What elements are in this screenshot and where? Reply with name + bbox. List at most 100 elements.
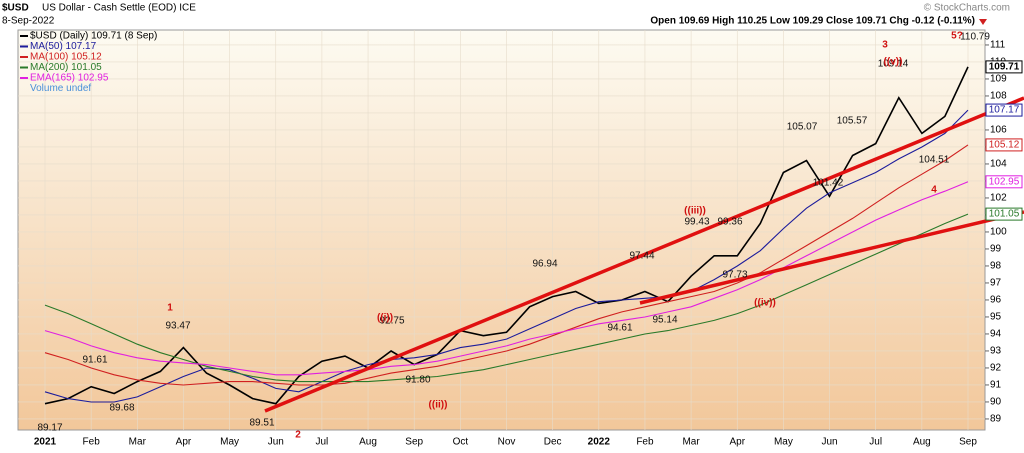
y-tick-label: 89 — [990, 414, 1002, 425]
price-label: 110.79 — [960, 32, 990, 43]
y-tick-label: 102 — [990, 193, 1007, 204]
y-tick-label: 95 — [990, 312, 1002, 323]
average-line — [44, 109, 969, 403]
value-tag: 101.05 — [989, 209, 1020, 220]
price-label: 105.57 — [837, 116, 868, 127]
y-tick-label: 111 — [990, 40, 1006, 51]
x-tick-label: Apr — [176, 437, 192, 448]
price-label: 97.73 — [722, 270, 747, 281]
x-tick-label: Mar — [129, 437, 147, 448]
y-tick-label: 93 — [990, 346, 1002, 357]
legend: $USD (Daily) 109.71 (8 Sep)MA(50) 107.17… — [20, 31, 157, 94]
y-tick-label: 90 — [990, 397, 1002, 408]
wave-label: 2 — [295, 430, 301, 441]
price-label: 93.47 — [165, 321, 190, 332]
price-label: 101.42 — [813, 178, 844, 189]
price-label: 91.80 — [405, 375, 430, 386]
series-lines — [44, 66, 969, 405]
average-line — [44, 144, 969, 386]
value-tag-box — [985, 207, 1023, 221]
y-tick-label: 98 — [990, 261, 1002, 272]
legend-entry: MA(50) 107.17 — [30, 41, 97, 52]
plot-area — [17, 29, 986, 431]
price-label: 89.51 — [249, 418, 274, 429]
price-label: 105.07 — [787, 122, 818, 133]
wave-label: ((v)) — [884, 57, 903, 68]
x-tick-label: Jun — [268, 437, 284, 448]
legend-entry: MA(200) 101.05 — [30, 62, 102, 73]
x-tick-label: Mar — [682, 437, 700, 448]
price-label: 94.61 — [607, 323, 632, 334]
price-label: 109.14 — [878, 59, 909, 70]
wave-label: 1 — [167, 303, 173, 314]
x-tick-label: Feb — [83, 437, 101, 448]
x-tick-label: 2022 — [588, 437, 611, 448]
wave-label: 4 — [931, 185, 937, 196]
legend-entry: MA(100) 105.12 — [30, 52, 102, 63]
legend-entry: Volume undef — [30, 83, 91, 94]
value-tags: 109.71 107.17 105.12 101.05 102.95 — [985, 60, 1023, 221]
price-label: 92.75 — [379, 316, 404, 327]
price-label: 97.44 — [629, 251, 654, 262]
average-line — [44, 181, 969, 376]
y-tick-label: 94 — [990, 329, 1002, 340]
x-tick-label: Nov — [498, 437, 516, 448]
trend-line — [639, 210, 1024, 305]
wave-label: 5? — [951, 31, 963, 42]
x-tick-label: Sep — [959, 437, 977, 448]
x-tick-label: Jul — [869, 437, 882, 448]
price-label: 99.36 — [717, 217, 742, 228]
x-tick-label: Sep — [405, 437, 423, 448]
price-label: 95.14 — [652, 315, 677, 326]
value-tag-box — [985, 103, 1023, 117]
change-arrow — [979, 19, 987, 25]
price-label: 89.68 — [109, 403, 134, 414]
watermark: © StockCharts.com — [924, 3, 1010, 14]
price-label: 104.51 — [919, 155, 950, 166]
value-tag: 102.95 — [989, 176, 1020, 187]
y-tick-label: 106 — [990, 125, 1007, 136]
value-tag: 105.12 — [989, 140, 1020, 151]
legend-entry: $USD (Daily) 109.71 (8 Sep) — [30, 31, 157, 42]
value-tag-box — [985, 175, 1023, 189]
y-tick-label: 91 — [990, 380, 1002, 391]
chart-title: US Dollar - Cash Settle (EOD) ICE — [42, 3, 196, 14]
y-tick-label: 96 — [990, 295, 1002, 306]
price-label: 96.94 — [532, 259, 557, 270]
trend-line — [264, 96, 1024, 413]
x-tick-label: 2021 — [34, 437, 57, 448]
value-tag: 109.71 — [989, 62, 1020, 73]
x-tick-label: Apr — [729, 437, 745, 448]
wave-label: 3 — [882, 40, 888, 51]
y-tick-label: 100 — [990, 227, 1007, 238]
annotations: 89.17 91.61 89.68 93.47 89.51 92.75 91.80 96.94… — [37, 31, 990, 441]
chart-date: 8-Sep-2022 — [2, 16, 55, 27]
legend-entry: EMA(165) 102.95 — [30, 73, 109, 84]
x-tick-label: Dec — [544, 437, 562, 448]
y-tick-label: 104 — [990, 159, 1007, 170]
x-tick-label: Aug — [913, 437, 931, 448]
y-tick-label: 92 — [990, 363, 1002, 374]
x-tick-label: Feb — [636, 437, 654, 448]
y-tick-label: 97 — [990, 278, 1002, 289]
wave-label: ((ii)) — [429, 400, 448, 411]
x-tick-label: Oct — [453, 437, 469, 448]
symbol: $USD — [2, 3, 29, 14]
price-label: 99.43 — [684, 217, 709, 228]
quote: Open 109.69 High 110.25 Low 109.29 Close… — [650, 16, 975, 27]
x-tick-label: Aug — [359, 437, 377, 448]
y-tick-label: 109 — [990, 74, 1007, 85]
y-tick-label: 108 — [990, 91, 1007, 102]
value-tag-box — [985, 138, 1023, 152]
wave-label: ((iv)) — [754, 298, 776, 309]
price-label: 91.61 — [82, 355, 107, 366]
wave-label: ((i)) — [377, 313, 393, 324]
x-tick-label: Jun — [821, 437, 837, 448]
x-tick-label: May — [220, 437, 239, 448]
y-tick-label: 99 — [990, 244, 1002, 255]
price-label: 89.17 — [37, 423, 62, 434]
value-tag-box — [985, 60, 1023, 74]
wave-label: ((iii)) — [684, 206, 706, 217]
x-tick-label: Jul — [316, 437, 329, 448]
